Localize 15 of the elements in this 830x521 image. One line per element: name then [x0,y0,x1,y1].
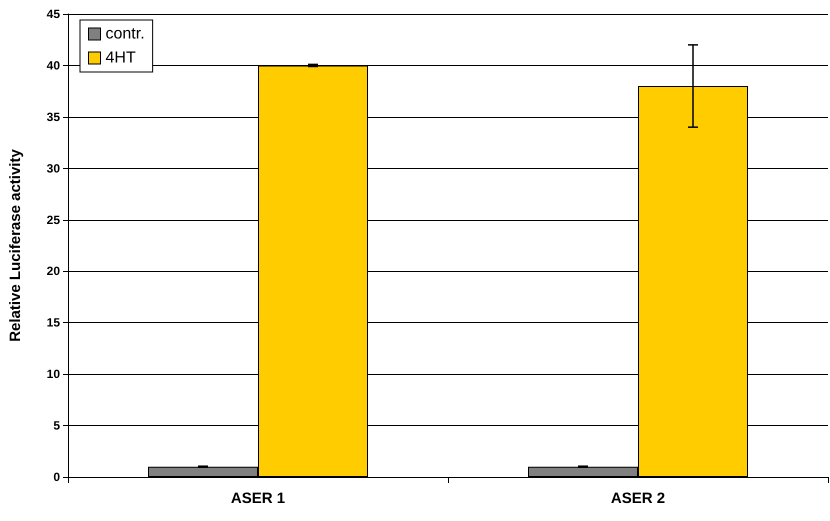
y-tick-label: 45 [46,7,60,21]
legend-label: contr. [106,26,145,42]
y-tick-label: 25 [46,212,60,227]
y-tick-label: 35 [46,110,60,124]
y-tick-label: 15 [46,316,60,330]
legend-label: 4HT [106,50,136,66]
y-axis-title: Relative Luciferase activity [7,148,24,342]
x-tick-label: ASER 1 [230,490,286,507]
y-tick-label: 40 [46,58,60,72]
y-tick-label: 20 [46,264,60,278]
y-tick-label: 0 [53,470,60,484]
y-tick-label: 5 [53,418,60,433]
y-tick-label: 30 [46,161,60,176]
x-tick-label: ASER 2 [610,490,666,507]
y-tick-label: 10 [46,367,60,382]
